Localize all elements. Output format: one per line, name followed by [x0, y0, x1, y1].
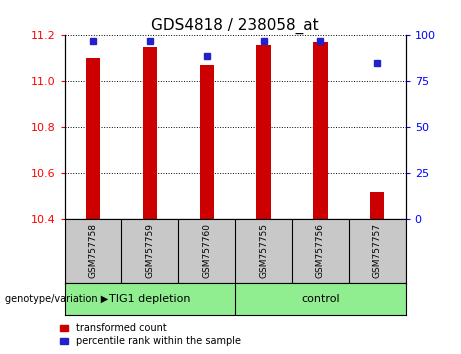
Text: TIG1 depletion: TIG1 depletion [109, 294, 190, 304]
Bar [200, 65, 214, 219]
Text: GSM757756: GSM757756 [316, 223, 325, 278]
Bar [86, 58, 100, 219]
Bar [143, 47, 157, 219]
Text: GSM757760: GSM757760 [202, 223, 211, 278]
Title: GDS4818 / 238058_at: GDS4818 / 238058_at [151, 18, 319, 34]
Text: GSM757757: GSM757757 [373, 223, 382, 278]
Text: GSM757755: GSM757755 [259, 223, 268, 278]
Bar [256, 45, 271, 219]
Text: genotype/variation ▶: genotype/variation ▶ [5, 294, 108, 304]
Bar [370, 192, 384, 219]
Bar [313, 42, 327, 219]
Text: GSM757759: GSM757759 [145, 223, 154, 278]
Text: GSM757758: GSM757758 [89, 223, 97, 278]
Text: control: control [301, 294, 340, 304]
Legend: transformed count, percentile rank within the sample: transformed count, percentile rank withi… [60, 324, 241, 346]
